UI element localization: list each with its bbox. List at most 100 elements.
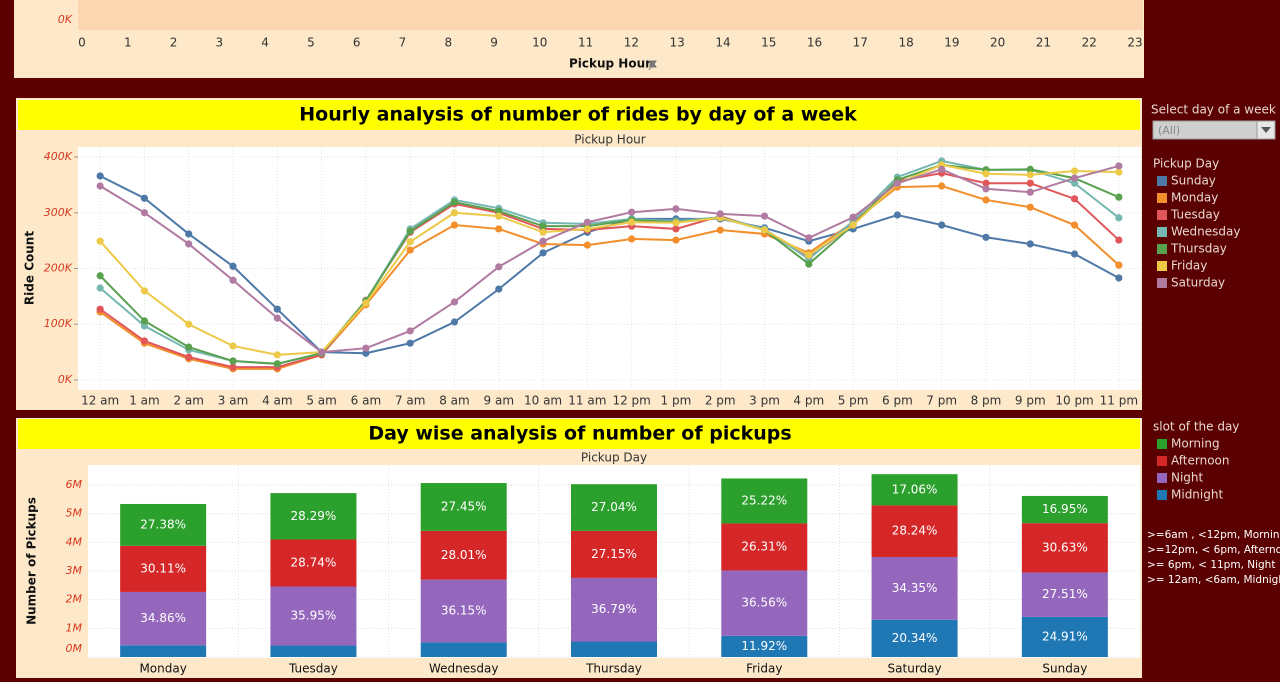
legend-entry: Midnight — [1171, 488, 1223, 502]
x-tick-label: 15 — [761, 36, 776, 50]
legend-swatch — [1157, 193, 1167, 203]
data-point — [938, 221, 946, 229]
x-tick-label: 11 pm — [1100, 394, 1138, 408]
data-point — [450, 221, 459, 229]
data-point — [1115, 261, 1123, 269]
x-tick-label: 12 pm — [612, 394, 650, 408]
y-tick-label: 300K — [44, 206, 73, 219]
y-tick-label: 100K — [44, 317, 73, 330]
data-point — [185, 240, 193, 248]
bar-segment — [1021, 495, 1108, 524]
bar-segment — [120, 591, 207, 646]
data-point — [760, 212, 769, 220]
legend-entry: Wednesday — [1171, 225, 1240, 239]
data-point — [1070, 174, 1079, 182]
x-tick-label: 2 — [170, 36, 178, 50]
x-tick-label: 1 am — [129, 394, 160, 408]
data-point — [1070, 221, 1079, 229]
data-point — [539, 228, 547, 236]
bar-segment — [1021, 572, 1108, 617]
segment-label: 34.86% — [140, 611, 186, 625]
x-tick-label: Thursday — [585, 662, 642, 676]
segment-label: 30.11% — [140, 561, 186, 575]
x-tick-label: 8 pm — [971, 394, 1002, 408]
x-tick-label: Friday — [746, 662, 782, 676]
bar-segment — [420, 579, 507, 643]
data-point — [229, 262, 237, 270]
data-point — [672, 205, 680, 213]
data-point — [406, 246, 414, 254]
y-tick-label: 0K — [58, 13, 73, 26]
x-tick-label: 4 — [261, 36, 269, 50]
data-point — [672, 236, 680, 244]
x-tick-label: 11 — [578, 36, 593, 50]
legend-swatch — [1157, 244, 1167, 254]
x-tick-label: 6 pm — [882, 394, 913, 408]
y-tick-label: 2M — [66, 593, 83, 606]
data-point — [96, 182, 104, 190]
annotation: >= 12am, <6am, Midnight — [1147, 574, 1280, 586]
x-tick-label: Saturday — [888, 662, 942, 676]
data-point — [495, 285, 503, 293]
bar-segment — [721, 570, 808, 636]
data-point — [140, 287, 149, 295]
y-tick-label: 5M — [66, 507, 83, 520]
series-line — [99, 164, 1120, 354]
line-chart-title: Hourly analysis of number of rides by da… — [299, 104, 857, 126]
annotation: >=6am , <12pm, Morning — [1147, 529, 1280, 541]
data-point — [140, 209, 149, 217]
data-point — [672, 225, 680, 233]
data-point — [982, 185, 990, 193]
data-point — [96, 284, 104, 292]
legend-entry: Saturday — [1171, 276, 1225, 290]
bar-segment — [721, 478, 808, 524]
data-point — [495, 212, 503, 220]
segment-label: 28.24% — [892, 524, 938, 538]
x-tick-label: 7 — [399, 36, 407, 50]
segment-label: 25.22% — [741, 493, 787, 507]
data-point — [539, 237, 547, 245]
data-point — [229, 276, 237, 284]
segment-label: 27.15% — [591, 547, 637, 561]
data-point — [1026, 165, 1034, 173]
x-tick-label: 7 am — [395, 394, 426, 408]
top-x-axis-title: Pickup Hour — [569, 57, 651, 71]
bar-segment — [420, 530, 507, 580]
data-point — [273, 305, 281, 313]
legend-entry: Monday — [1171, 191, 1218, 205]
data-point — [185, 320, 193, 328]
x-tick-label: 3 — [216, 36, 224, 50]
legend-swatch — [1157, 227, 1167, 237]
data-point — [805, 251, 813, 259]
data-point — [96, 172, 104, 180]
bar-segment — [1021, 523, 1108, 573]
data-point — [185, 353, 193, 361]
data-point — [982, 170, 990, 178]
y-tick-label: 400K — [44, 150, 73, 163]
data-point — [362, 349, 370, 357]
x-tick-label: 5 pm — [838, 394, 869, 408]
bar-segment — [571, 530, 657, 578]
segment-label: 30.63% — [1042, 540, 1088, 554]
y-tick-label: 0K — [58, 373, 73, 386]
x-tick-label: 3 pm — [749, 394, 780, 408]
data-point — [229, 342, 237, 350]
segment-label: 34.35% — [892, 581, 938, 595]
data-point — [760, 226, 769, 234]
x-tick-label: 11 am — [568, 394, 606, 408]
data-point — [1115, 193, 1123, 201]
legend-entry: Tuesday — [1170, 208, 1220, 222]
x-tick-label: 8 am — [439, 394, 470, 408]
y-tick-label: 3M — [66, 564, 83, 577]
legend-swatch — [1157, 261, 1167, 271]
x-tick-label: 2 am — [173, 394, 204, 408]
data-point — [982, 179, 990, 187]
data-point — [1115, 168, 1123, 176]
data-point — [982, 196, 990, 204]
data-point — [1115, 274, 1123, 282]
data-point — [583, 241, 591, 249]
x-tick-label: 10 pm — [1055, 394, 1093, 408]
data-point — [849, 221, 857, 229]
segment-label: 24.91% — [1042, 629, 1088, 643]
